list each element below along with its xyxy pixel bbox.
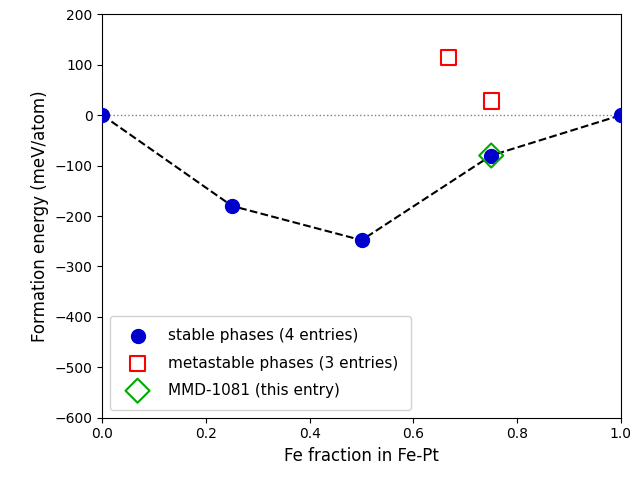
metastable phases (3 entries) xyxy=(486,97,497,105)
stable phases (4 entries) xyxy=(227,202,237,210)
stable phases (4 entries) xyxy=(616,111,626,119)
Legend: stable phases (4 entries), metastable phases (3 entries), MMD-1081 (this entry): stable phases (4 entries), metastable ph… xyxy=(110,316,411,410)
X-axis label: Fe fraction in Fe-Pt: Fe fraction in Fe-Pt xyxy=(284,447,439,465)
stable phases (4 entries) xyxy=(356,236,367,244)
stable phases (4 entries) xyxy=(97,111,108,119)
Y-axis label: Formation energy (meV/atom): Formation energy (meV/atom) xyxy=(31,90,49,342)
stable phases (4 entries) xyxy=(486,152,497,159)
metastable phases (3 entries) xyxy=(443,53,453,61)
MMD-1081 (this entry) xyxy=(486,152,497,159)
